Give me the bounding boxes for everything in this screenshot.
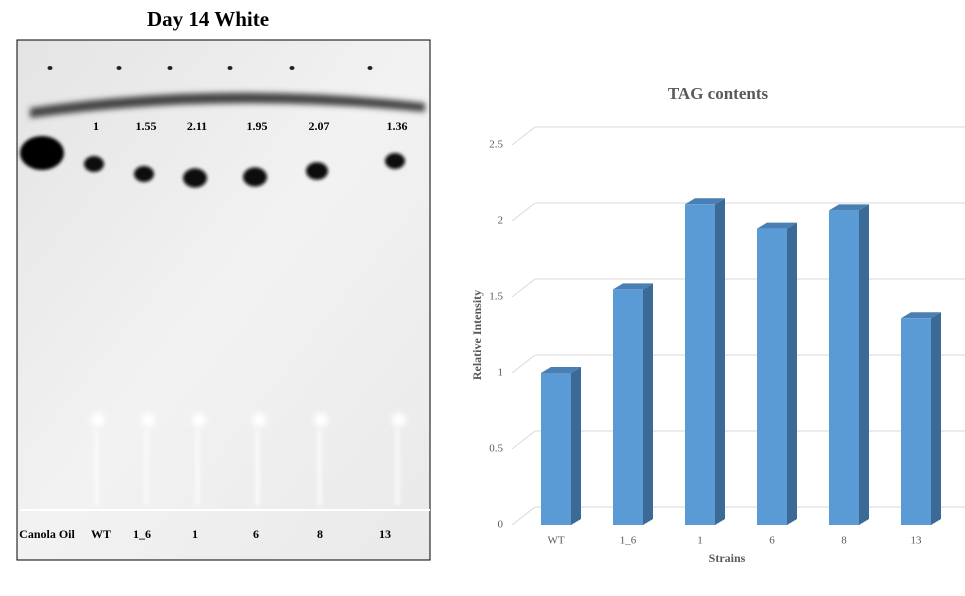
lane-label: 1_6 (133, 527, 151, 541)
bar-top (685, 198, 725, 205)
spot (20, 136, 64, 170)
bar-top (541, 367, 581, 373)
upper-dot (116, 66, 122, 70)
lipid-smear (192, 413, 206, 427)
x-tick-label: WT (547, 535, 564, 547)
y-tick-label: 0.5 (489, 443, 503, 455)
lipid-streak (195, 430, 200, 505)
lane-label: 6 (253, 527, 259, 541)
spot (306, 162, 328, 180)
x-axis-label: Strains (709, 551, 746, 565)
lipid-streak (395, 430, 400, 505)
upper-dot (289, 66, 295, 70)
lipid-streak (255, 430, 260, 505)
lipid-smear (252, 413, 266, 427)
spot (243, 167, 267, 187)
bar (613, 289, 643, 525)
lipid-smear (91, 413, 105, 427)
bar-side (643, 283, 653, 525)
lipid-streak (317, 430, 322, 505)
upper-dot (167, 66, 173, 70)
bar (757, 228, 787, 525)
chart-title: TAG contents (668, 84, 769, 103)
gel-title: Day 14 White (147, 7, 269, 31)
grid-line (511, 354, 536, 374)
grid-line (511, 202, 536, 222)
y-tick-label: 0 (498, 519, 504, 531)
grid-line (511, 430, 536, 450)
spot (134, 166, 154, 182)
bar (541, 373, 571, 525)
x-tick-label: 13 (911, 535, 923, 547)
spot (84, 156, 104, 172)
spot (385, 153, 405, 169)
lipid-streak (94, 430, 99, 505)
lane-label: 8 (317, 527, 323, 541)
bar-top (829, 204, 869, 211)
lipid-smear (314, 413, 328, 427)
bar-side (715, 198, 725, 525)
intensity-label: 1.55 (136, 119, 157, 133)
y-tick-label: 2.5 (489, 139, 503, 151)
upper-dot (367, 66, 373, 70)
lipid-smear (392, 413, 406, 427)
bar-side (787, 222, 797, 525)
upper-dot (227, 66, 233, 70)
grid-line (511, 126, 536, 146)
bar-top (757, 222, 797, 229)
bar-side (931, 312, 941, 525)
spot (183, 168, 207, 188)
bar (901, 318, 931, 525)
bar-chart: TAG contents Relative Intensity Strains … (470, 84, 965, 565)
y-tick-label: 1 (498, 367, 504, 379)
intensity-label: 1.95 (247, 119, 268, 133)
intensity-label: 2.07 (309, 119, 330, 133)
y-tick-label: 2 (498, 215, 504, 227)
grid-line (511, 506, 536, 526)
lane-label: Canola Oil (19, 527, 75, 541)
lane-label: 1 (192, 527, 198, 541)
intensity-label: 1 (93, 119, 99, 133)
plate-frame (16, 39, 431, 561)
y-axis-label: Relative Intensity (470, 290, 484, 380)
bar-side (859, 204, 869, 526)
solvent-front (30, 92, 425, 118)
tlc-plate: 1 1.55 2.11 1.95 2.07 1.36 Canola Oil WT 1_6 1 6 8 1… (16, 39, 431, 561)
x-tick-label: 1 (697, 535, 703, 547)
x-tick-label: 1_6 (620, 535, 637, 547)
lipid-streak (144, 430, 149, 505)
bar-side (571, 367, 581, 525)
bar-top (613, 283, 653, 290)
bar (829, 210, 859, 526)
bar (685, 204, 715, 525)
upper-dot (47, 66, 53, 70)
y-tick-label: 1.5 (489, 291, 503, 303)
intensity-label: 2.11 (187, 119, 207, 133)
lane-label: 13 (379, 527, 391, 541)
bar-top (901, 312, 941, 319)
x-tick-label: 8 (841, 535, 847, 547)
lane-label: WT (91, 527, 111, 541)
lipid-smear (141, 413, 155, 427)
grid-line (511, 278, 536, 298)
intensity-label: 1.36 (387, 119, 408, 133)
x-tick-label: 6 (769, 535, 775, 547)
